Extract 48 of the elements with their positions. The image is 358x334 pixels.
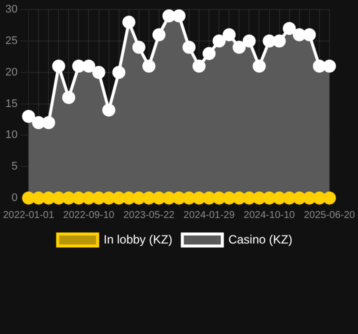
point (322, 60, 336, 73)
x-tick-label: 2022-09-10 (63, 210, 115, 221)
point (82, 60, 96, 73)
point (222, 28, 236, 42)
point (162, 9, 176, 22)
point (102, 104, 116, 117)
point (92, 66, 106, 79)
point (242, 34, 256, 48)
point (152, 28, 166, 42)
x-tick-label: 2024-01-29 (184, 210, 236, 221)
x-tick-label: 2023-05-22 (123, 210, 175, 221)
y-tick-label: 0 (11, 192, 18, 204)
point (72, 60, 86, 73)
point (192, 60, 206, 73)
point (62, 91, 76, 104)
legend-label: Casino (KZ) (228, 232, 292, 246)
point (42, 116, 56, 130)
point (162, 192, 176, 204)
y-tick-label: 20 (5, 66, 18, 78)
point (52, 60, 66, 73)
point (172, 9, 186, 22)
x-tick-label: 2025-06-20 (304, 210, 356, 221)
y-tick-label: 30 (5, 4, 18, 16)
point (202, 47, 216, 60)
point (302, 28, 316, 42)
point (312, 60, 326, 73)
y-tick-label: 15 (5, 98, 18, 110)
y-tick-label: 10 (5, 129, 18, 142)
point (32, 116, 46, 130)
point (262, 34, 276, 48)
point (252, 60, 266, 73)
point (142, 60, 156, 73)
point (122, 16, 136, 29)
point (22, 110, 36, 123)
point (232, 40, 246, 54)
point (172, 192, 186, 204)
x-tick-label: 2022-01-01 (3, 210, 55, 221)
legend-label: In lobby (KZ) (104, 232, 172, 246)
point (292, 28, 306, 42)
point (182, 40, 196, 54)
point (272, 34, 286, 48)
point (282, 22, 296, 35)
x-tick-label: 2024-10-10 (244, 210, 296, 221)
y-tick-label: 25 (5, 35, 18, 48)
point (212, 34, 226, 48)
point (132, 40, 146, 54)
y-tick-label: 5 (11, 160, 18, 173)
point (112, 66, 126, 79)
